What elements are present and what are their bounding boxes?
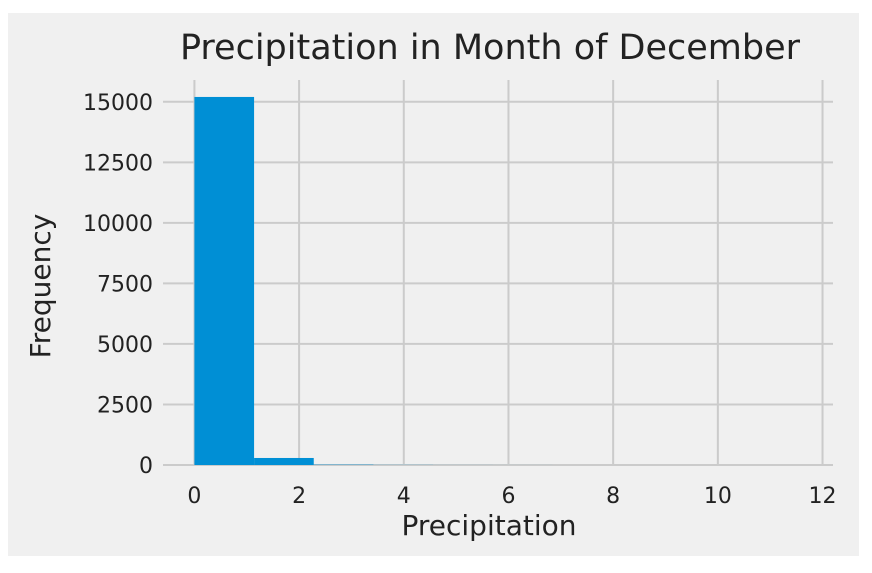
y-tick-label-5: 12500: [83, 151, 153, 176]
y-tick-label-0: 0: [139, 454, 153, 479]
histogram-bar-1: [254, 457, 314, 465]
y-axis-label: Frequency: [24, 214, 57, 359]
grid: [163, 80, 833, 466]
x-tick-label-5: 10: [704, 484, 732, 509]
y-tick-label-3: 7500: [97, 272, 153, 297]
chart-title: Precipitation in Month of December: [180, 28, 801, 68]
x-tick-label-4: 8: [606, 484, 620, 509]
histogram-bars: [194, 96, 553, 466]
x-axis-label: Precipitation: [401, 509, 576, 542]
histogram-chart: Precipitation in Month of December 0 2 4 6 8…: [24, 28, 837, 542]
y-tick-label-1: 2500: [97, 393, 153, 418]
y-tick-label-2: 5000: [97, 333, 153, 358]
chart-figure: Precipitation in Month of December 0 2 4 6 8…: [8, 13, 859, 556]
x-axis-ticks: 0 2 4 6 8 10 12: [187, 484, 836, 509]
x-tick-label-2: 4: [397, 484, 411, 509]
y-tick-label-4: 10000: [83, 212, 153, 237]
y-tick-label-6: 15000: [83, 91, 153, 116]
y-axis-ticks: 0 2500 5000 7500 10000 12500 15000: [83, 91, 153, 479]
x-tick-label-1: 2: [292, 484, 306, 509]
histogram-bar-0: [194, 96, 255, 466]
x-tick-label-0: 0: [187, 484, 201, 509]
x-tick-label-3: 6: [501, 484, 515, 509]
x-tick-label-6: 12: [809, 484, 837, 509]
